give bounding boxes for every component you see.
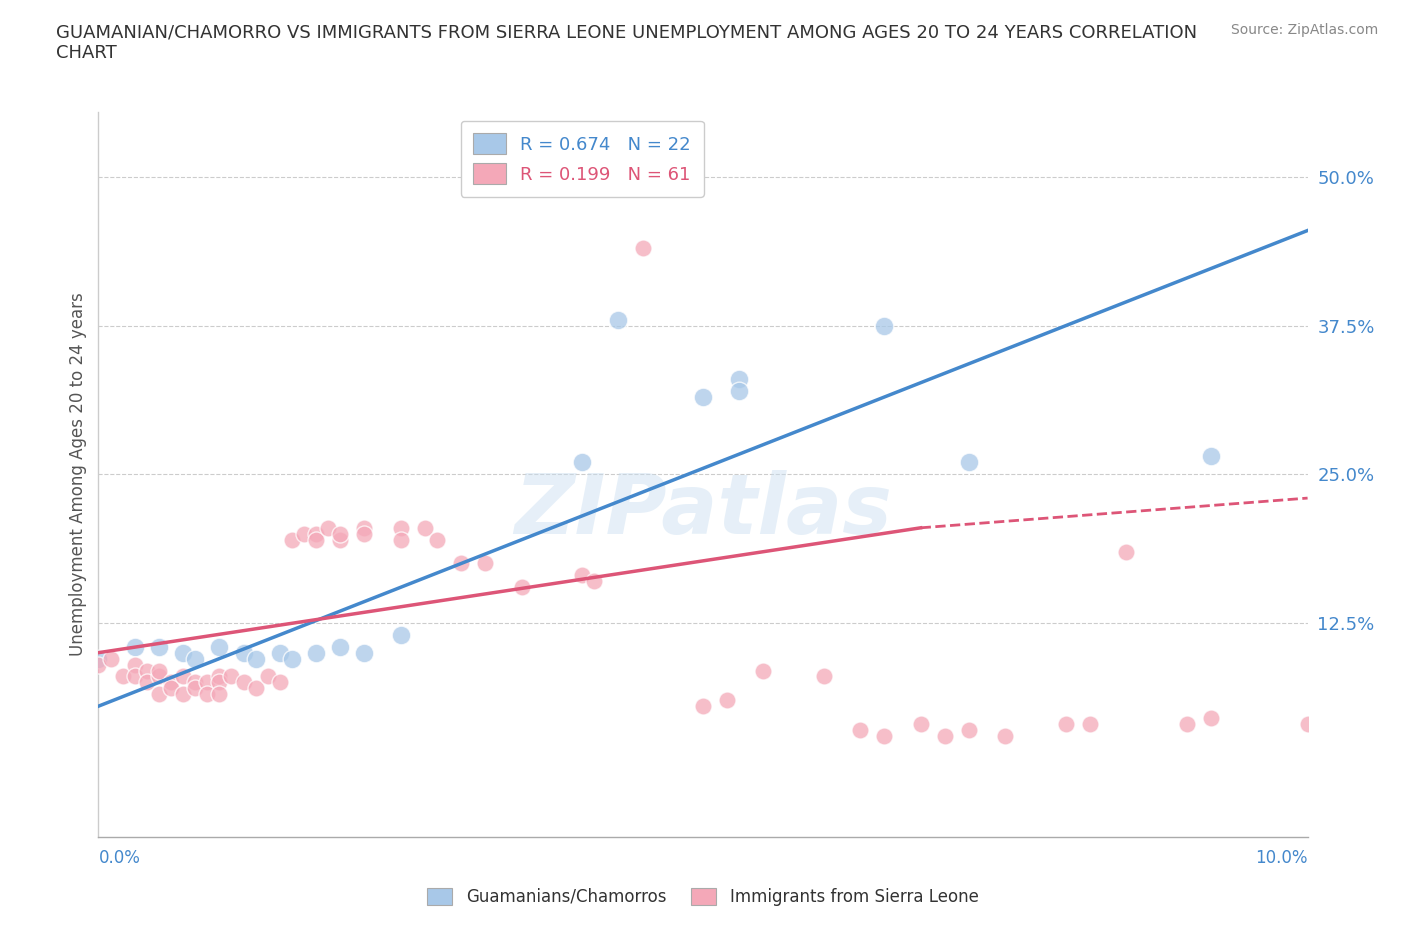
Point bbox=[87, 658, 110, 672]
Point bbox=[256, 669, 278, 684]
Point bbox=[124, 658, 146, 672]
Point bbox=[148, 639, 170, 654]
Point bbox=[583, 574, 606, 589]
Point bbox=[305, 645, 328, 660]
Point bbox=[752, 663, 775, 678]
Point bbox=[148, 669, 170, 684]
Y-axis label: Unemployment Among Ages 20 to 24 years: Unemployment Among Ages 20 to 24 years bbox=[69, 292, 87, 657]
Point bbox=[87, 651, 110, 666]
Point bbox=[1296, 717, 1319, 732]
Point bbox=[172, 687, 194, 702]
Point bbox=[1078, 717, 1101, 732]
Point bbox=[208, 669, 231, 684]
Point bbox=[474, 556, 496, 571]
Point bbox=[813, 669, 835, 684]
Point bbox=[934, 728, 956, 743]
Point bbox=[269, 675, 291, 690]
Point bbox=[873, 728, 896, 743]
Point bbox=[135, 675, 157, 690]
Point bbox=[571, 455, 593, 470]
Point bbox=[426, 532, 449, 547]
Point bbox=[957, 723, 980, 737]
Point bbox=[184, 681, 207, 696]
Point bbox=[100, 651, 122, 666]
Point bbox=[184, 675, 207, 690]
Point bbox=[208, 639, 231, 654]
Point bbox=[692, 698, 714, 713]
Legend: Guamanians/Chamorros, Immigrants from Sierra Leone: Guamanians/Chamorros, Immigrants from Si… bbox=[420, 881, 986, 912]
Point bbox=[135, 663, 157, 678]
Point bbox=[160, 675, 183, 690]
Point bbox=[172, 669, 194, 684]
Point bbox=[1199, 711, 1222, 725]
Point bbox=[957, 455, 980, 470]
Text: ZIPatlas: ZIPatlas bbox=[515, 470, 891, 551]
Point bbox=[389, 521, 412, 536]
Point bbox=[305, 532, 328, 547]
Point bbox=[413, 521, 436, 536]
Point bbox=[221, 669, 243, 684]
Point bbox=[305, 526, 328, 541]
Text: Source: ZipAtlas.com: Source: ZipAtlas.com bbox=[1230, 23, 1378, 37]
Point bbox=[245, 651, 267, 666]
Point bbox=[849, 723, 872, 737]
Point bbox=[329, 532, 352, 547]
Point bbox=[232, 675, 254, 690]
Point bbox=[353, 645, 375, 660]
Point bbox=[232, 645, 254, 660]
Text: 0.0%: 0.0% bbox=[98, 849, 141, 867]
Point bbox=[1054, 717, 1077, 732]
Point bbox=[208, 687, 231, 702]
Point bbox=[281, 532, 304, 547]
Point bbox=[329, 639, 352, 654]
Point bbox=[124, 639, 146, 654]
Point bbox=[195, 675, 218, 690]
Point bbox=[281, 651, 304, 666]
Point bbox=[245, 681, 267, 696]
Legend: R = 0.674   N = 22, R = 0.199   N = 61: R = 0.674 N = 22, R = 0.199 N = 61 bbox=[461, 121, 703, 196]
Point bbox=[195, 687, 218, 702]
Point bbox=[148, 663, 170, 678]
Point bbox=[716, 693, 738, 708]
Point bbox=[510, 579, 533, 594]
Point bbox=[172, 645, 194, 660]
Point bbox=[148, 687, 170, 702]
Point bbox=[160, 681, 183, 696]
Point bbox=[994, 728, 1017, 743]
Point bbox=[1175, 717, 1198, 732]
Point bbox=[353, 521, 375, 536]
Point bbox=[1199, 449, 1222, 464]
Point bbox=[389, 532, 412, 547]
Point bbox=[910, 717, 932, 732]
Point bbox=[184, 651, 207, 666]
Point bbox=[571, 568, 593, 583]
Point bbox=[631, 241, 654, 256]
Point bbox=[728, 383, 751, 398]
Point bbox=[607, 312, 630, 327]
Text: 10.0%: 10.0% bbox=[1256, 849, 1308, 867]
Point bbox=[450, 556, 472, 571]
Point bbox=[316, 521, 339, 536]
Point bbox=[1115, 544, 1137, 559]
Point bbox=[292, 526, 315, 541]
Point bbox=[124, 669, 146, 684]
Text: GUAMANIAN/CHAMORRO VS IMMIGRANTS FROM SIERRA LEONE UNEMPLOYMENT AMONG AGES 20 TO: GUAMANIAN/CHAMORRO VS IMMIGRANTS FROM SI… bbox=[56, 23, 1198, 62]
Point bbox=[329, 526, 352, 541]
Point bbox=[389, 628, 412, 643]
Point bbox=[111, 669, 134, 684]
Point bbox=[353, 526, 375, 541]
Point bbox=[728, 372, 751, 387]
Point bbox=[692, 390, 714, 405]
Point bbox=[873, 318, 896, 333]
Point bbox=[269, 645, 291, 660]
Point bbox=[208, 675, 231, 690]
